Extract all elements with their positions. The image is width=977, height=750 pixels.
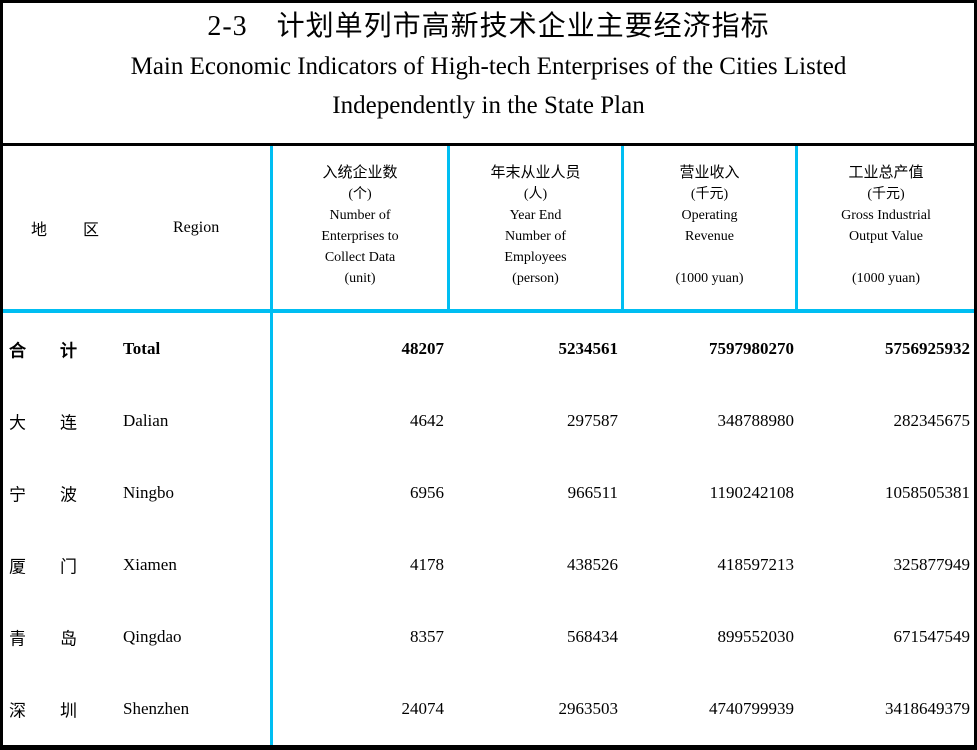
value-output: 282345675 <box>893 411 971 430</box>
table-row-total: 合 计 Total 48207 5234561 7597980270 57569… <box>3 313 974 385</box>
value-employees: 2963503 <box>558 699 619 718</box>
header-line: Number of <box>329 208 391 223</box>
region-cell: 合 计 Total <box>3 313 273 385</box>
region-zh2: 门 <box>60 557 77 577</box>
header-region-zh2: 区 <box>83 221 100 239</box>
header-region-en: Region <box>173 218 220 236</box>
region-cell: 青 岛 Qingdao <box>3 601 273 673</box>
header-col-employees: 年末从业人员 (人) Year End Number of Employees … <box>450 146 624 309</box>
header-line: Revenue <box>685 229 734 244</box>
value-revenue: 7597980270 <box>709 339 794 358</box>
value-enterprises: 4178 <box>410 555 444 574</box>
value-revenue: 4740799939 <box>709 699 794 718</box>
header-region-cell: 地 区 Region <box>3 146 273 309</box>
value-employees: 438526 <box>567 555 618 574</box>
value-revenue: 899552030 <box>717 627 795 646</box>
region-en: Total <box>123 339 161 358</box>
value-output: 671547549 <box>893 627 971 646</box>
value-employees: 5234561 <box>558 339 619 358</box>
table-title-block: 2-3 计划单列市高新技术企业主要经济指标 Main Economic Indi… <box>3 3 974 146</box>
header-col-revenue: 营业收入 (千元) Operating Revenue (1000 yuan) <box>624 146 798 309</box>
region-en: Dalian <box>123 411 169 430</box>
region-zh1: 宁 <box>9 485 26 505</box>
value-enterprises: 48207 <box>401 339 445 358</box>
header-line: (人) <box>523 187 548 202</box>
region-en: Ningbo <box>123 483 174 502</box>
region-cell: 厦 门 Xiamen <box>3 529 273 601</box>
table-row-xiamen: 厦 门 Xiamen 4178 438526 418597213 3258779… <box>3 529 974 601</box>
region-en: Xiamen <box>123 555 177 574</box>
value-enterprises: 4642 <box>410 411 444 430</box>
table-body: 合 计 Total 48207 5234561 7597980270 57569… <box>3 313 974 745</box>
header-line: Year End <box>509 208 562 223</box>
header-line: 工业总产值 <box>848 165 924 181</box>
header-line: Employees <box>504 250 567 265</box>
value-enterprises: 6956 <box>410 483 444 502</box>
value-revenue: 348788980 <box>717 411 795 430</box>
value-employees: 568434 <box>567 627 618 646</box>
region-zh2: 岛 <box>60 629 77 649</box>
value-enterprises: 8357 <box>410 627 444 646</box>
region-cell: 深 圳 Shenzhen <box>3 673 273 745</box>
header-line: (1000 yuan) <box>851 271 921 286</box>
value-revenue: 1190242108 <box>709 483 794 502</box>
table-title-english-line2: Independently in the State Plan <box>332 92 645 119</box>
table-row-qingdao: 青 岛 Qingdao 8357 568434 899552030 671547… <box>3 601 974 673</box>
region-zh1: 深 <box>9 701 26 721</box>
header-line: (unit) <box>344 271 376 286</box>
header-region-zh1: 地 <box>31 221 48 239</box>
header-line: (千元) <box>867 187 905 202</box>
header-line <box>798 247 974 268</box>
header-line: (person) <box>512 271 559 286</box>
table-row-shenzhen: 深 圳 Shenzhen 24074 2963503 4740799939 34… <box>3 673 974 745</box>
value-revenue: 418597213 <box>717 555 795 574</box>
value-employees: 297587 <box>567 411 618 430</box>
value-output: 5756925932 <box>885 339 970 358</box>
region-zh2: 圳 <box>60 701 77 721</box>
header-line: (千元) <box>690 187 729 202</box>
table-header-row: 地 区 Region 入统企业数 (个) Number of Enterpris… <box>3 146 974 313</box>
table-title-chinese: 2-3 计划单列市高新技术企业主要经济指标 <box>207 11 770 42</box>
header-line: 营业收入 <box>679 165 740 181</box>
region-cell: 宁 波 Ningbo <box>3 457 273 529</box>
region-zh1: 厦 <box>9 557 26 577</box>
header-line: 年末从业人员 <box>490 165 581 181</box>
value-employees: 966511 <box>567 483 618 502</box>
value-output: 325877949 <box>893 555 971 574</box>
region-zh2: 波 <box>60 485 77 505</box>
header-line: Gross Industrial <box>841 208 931 223</box>
region-zh1: 合 <box>9 341 26 361</box>
region-cell: 大 连 Dalian <box>3 385 273 457</box>
header-line <box>624 247 795 268</box>
header-line: (1000 yuan) <box>675 271 744 286</box>
header-line: Operating <box>681 208 738 223</box>
header-line: Collect Data <box>324 250 396 265</box>
value-enterprises: 24074 <box>401 699 445 718</box>
region-en: Shenzhen <box>123 699 190 718</box>
header-line: Enterprises to <box>321 229 399 244</box>
header-col-output-value: 工业总产值 (千元) Gross Industrial Output Value… <box>798 146 974 309</box>
region-zh1: 青 <box>9 629 26 649</box>
header-line: Output Value <box>848 229 923 244</box>
header-line: 入统企业数 <box>322 165 398 181</box>
header-line: (个) <box>348 187 372 202</box>
region-zh1: 大 <box>9 413 26 433</box>
region-zh2: 连 <box>60 413 77 433</box>
table-row-dalian: 大 连 Dalian 4642 297587 348788980 2823456… <box>3 385 974 457</box>
value-output: 1058505381 <box>885 483 970 502</box>
value-output: 3418649379 <box>885 699 970 718</box>
region-en: Qingdao <box>123 627 182 646</box>
table-row-ningbo: 宁 波 Ningbo 6956 966511 1190242108 105850… <box>3 457 974 529</box>
table-title-english-line1: Main Economic Indicators of High-tech En… <box>130 53 847 80</box>
region-zh2: 计 <box>60 341 77 361</box>
header-col-enterprises: 入统企业数 (个) Number of Enterprises to Colle… <box>273 146 450 309</box>
header-line: Number of <box>504 229 567 244</box>
